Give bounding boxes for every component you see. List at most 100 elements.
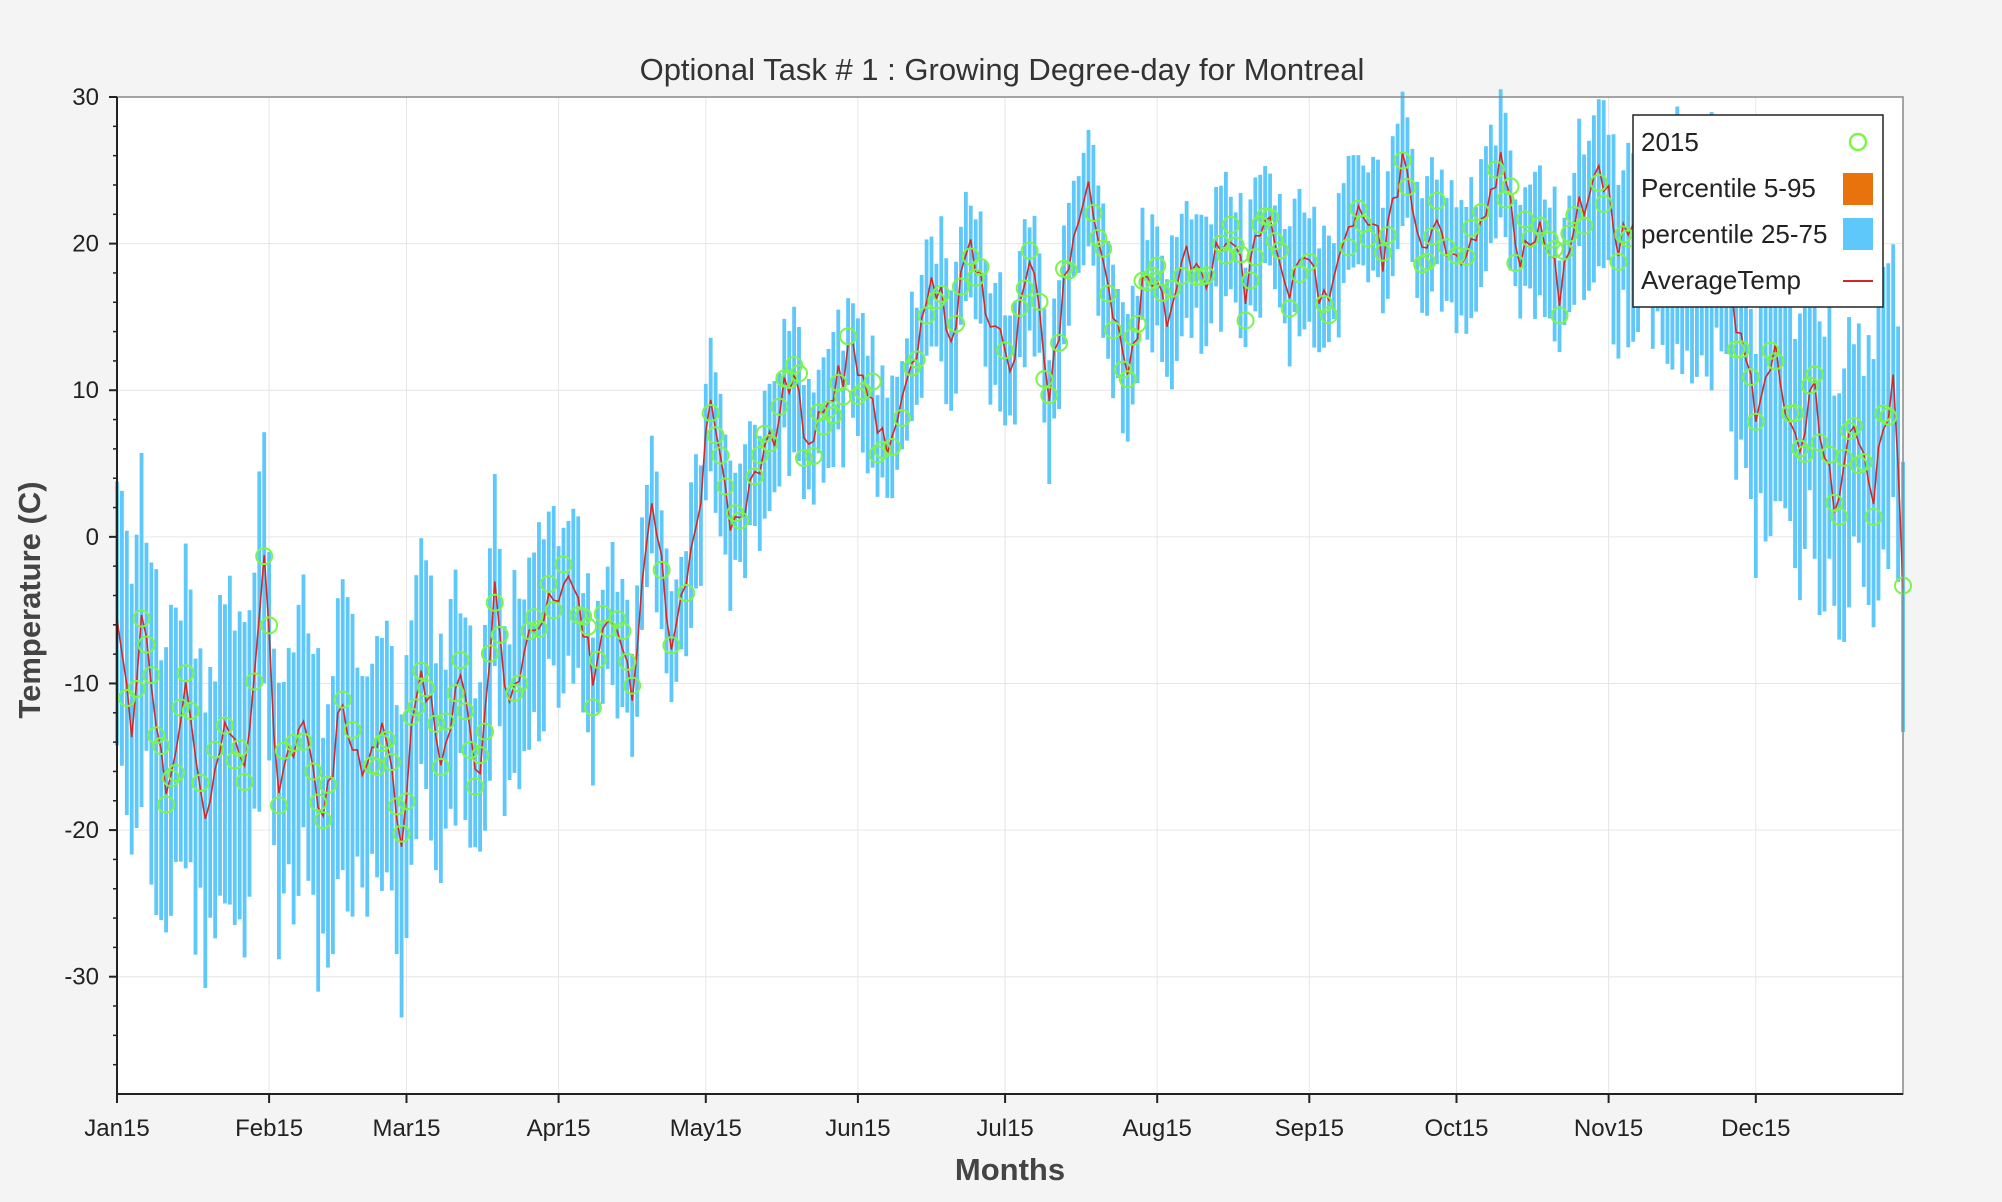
point-2015 [417, 679, 436, 698]
point-2015 [1339, 238, 1358, 257]
percentile-25-75-bar [218, 595, 222, 896]
percentile-25-75-bar [1537, 165, 1542, 296]
percentile-25-75-bar [846, 298, 850, 385]
percentile-25-75-bar [1346, 155, 1351, 270]
point-2015 [466, 777, 485, 796]
point-2015 [480, 644, 499, 663]
percentile-25-75-bar [1626, 142, 1631, 348]
point-2015 [333, 690, 352, 709]
percentile-25-75-bar [659, 510, 664, 630]
legend-marker-2015 [1848, 132, 1868, 152]
point-2015 [574, 607, 593, 626]
percentile-25-75-bar [330, 676, 335, 955]
percentile-25-75-bar [124, 530, 129, 815]
percentile-25-75-bar [1273, 205, 1277, 290]
percentile-25-75-bar [1022, 219, 1027, 368]
point-2015 [539, 574, 558, 593]
legend-marker-percentile-25-75 [1843, 218, 1873, 250]
legend-label-2015: 2015 [1641, 127, 1699, 157]
percentile-25-75-bar [1297, 188, 1302, 337]
point-2015 [152, 737, 171, 756]
point-2015 [760, 434, 779, 453]
point-2015 [824, 406, 843, 425]
percentile-25-75-bar [929, 236, 934, 347]
percentile-25-75-bar [149, 562, 154, 885]
point-2015 [181, 701, 200, 720]
percentile-25-75-bar [1160, 255, 1165, 362]
percentile-25-75-bar [453, 569, 458, 826]
point-2015 [1211, 234, 1230, 253]
percentile-25-75-bar [188, 589, 193, 863]
point-2015 [1844, 417, 1863, 436]
x-tick-label: Jul15 [976, 1115, 1033, 1142]
point-2015 [1810, 433, 1829, 452]
point-2015 [1427, 191, 1446, 210]
percentile-25-75-bar [375, 636, 379, 878]
percentile-25-75-bar [119, 490, 124, 766]
percentile-25-75-bar [1395, 123, 1400, 250]
percentile-25-75-bar [213, 681, 218, 939]
point-2015 [412, 661, 431, 680]
percentile-25-75-bar [1238, 193, 1243, 339]
percentile-25-75-bar [1174, 237, 1179, 362]
point-2015 [1560, 224, 1579, 243]
point-2015 [1290, 265, 1309, 284]
point-2015 [790, 364, 809, 383]
percentile-25-75-bar [1729, 215, 1734, 432]
percentile-25-75-bar [1518, 204, 1523, 319]
percentile-25-75-bar [1881, 266, 1886, 550]
percentile-25-75-bar [924, 239, 929, 356]
point-2015 [1035, 370, 1054, 389]
percentile-25-75-bar [1817, 321, 1822, 616]
point-2015 [1761, 341, 1780, 360]
point-2015 [1398, 178, 1417, 197]
point-2015 [853, 382, 872, 401]
percentile-25-75-bar [1292, 198, 1297, 313]
percentile-25-75-bar [934, 263, 939, 347]
point-2015 [1300, 252, 1319, 271]
percentile-25-75-bar [1611, 134, 1616, 345]
percentile-25-75-bar [1739, 268, 1743, 440]
percentile-25-75-bar [1390, 136, 1395, 277]
point-2015 [1805, 365, 1824, 384]
percentile-25-75-bar [1223, 171, 1228, 297]
percentile-25-75-bar [1003, 315, 1008, 426]
point-2015 [1221, 215, 1240, 234]
point-2015 [932, 284, 951, 303]
x-axis-label: Months [955, 1152, 1065, 1187]
percentile-25-75-bar [144, 542, 149, 751]
percentile-25-75-bar [900, 361, 904, 450]
percentile-25-75-bar [1827, 304, 1832, 559]
percentile-25-75-bar [787, 331, 792, 476]
point-2015 [1589, 173, 1608, 192]
percentile-25-75-bar [473, 698, 478, 848]
point-2015 [1236, 311, 1255, 330]
point-2015 [260, 616, 279, 635]
percentile-25-75-bar [556, 546, 561, 708]
percentile-25-75-bar [1106, 240, 1111, 359]
point-2015 [907, 350, 926, 369]
percentile-25-75-bar [492, 473, 497, 667]
percentile-25-75-bar [1282, 229, 1287, 324]
point-2015 [966, 268, 985, 287]
x-tick-label: Sep15 [1275, 1115, 1344, 1142]
point-2015 [456, 702, 475, 721]
point-2015 [314, 811, 333, 830]
percentile-25-75-bar [615, 591, 620, 719]
percentile-25-75-bar [277, 682, 281, 960]
percentile-25-75-bar [1219, 185, 1223, 332]
percentile-25-75-bar [1302, 212, 1307, 330]
point-2015 [471, 746, 490, 765]
percentile-25-75-bar [1057, 280, 1061, 410]
percentile-25-75-bar [1734, 254, 1739, 480]
point-2015 [1226, 236, 1245, 255]
percentile-25-75-bar [1783, 275, 1788, 509]
percentile-25-75-bar [919, 274, 924, 398]
percentile-25-75-bar [885, 397, 890, 498]
percentile-25-75-bar [507, 644, 512, 780]
percentile-25-75-bar [154, 569, 159, 916]
point-2015 [1059, 261, 1078, 280]
point-2015 [1148, 256, 1167, 275]
point-2015 [1530, 216, 1549, 235]
point-2015 [1781, 404, 1800, 423]
